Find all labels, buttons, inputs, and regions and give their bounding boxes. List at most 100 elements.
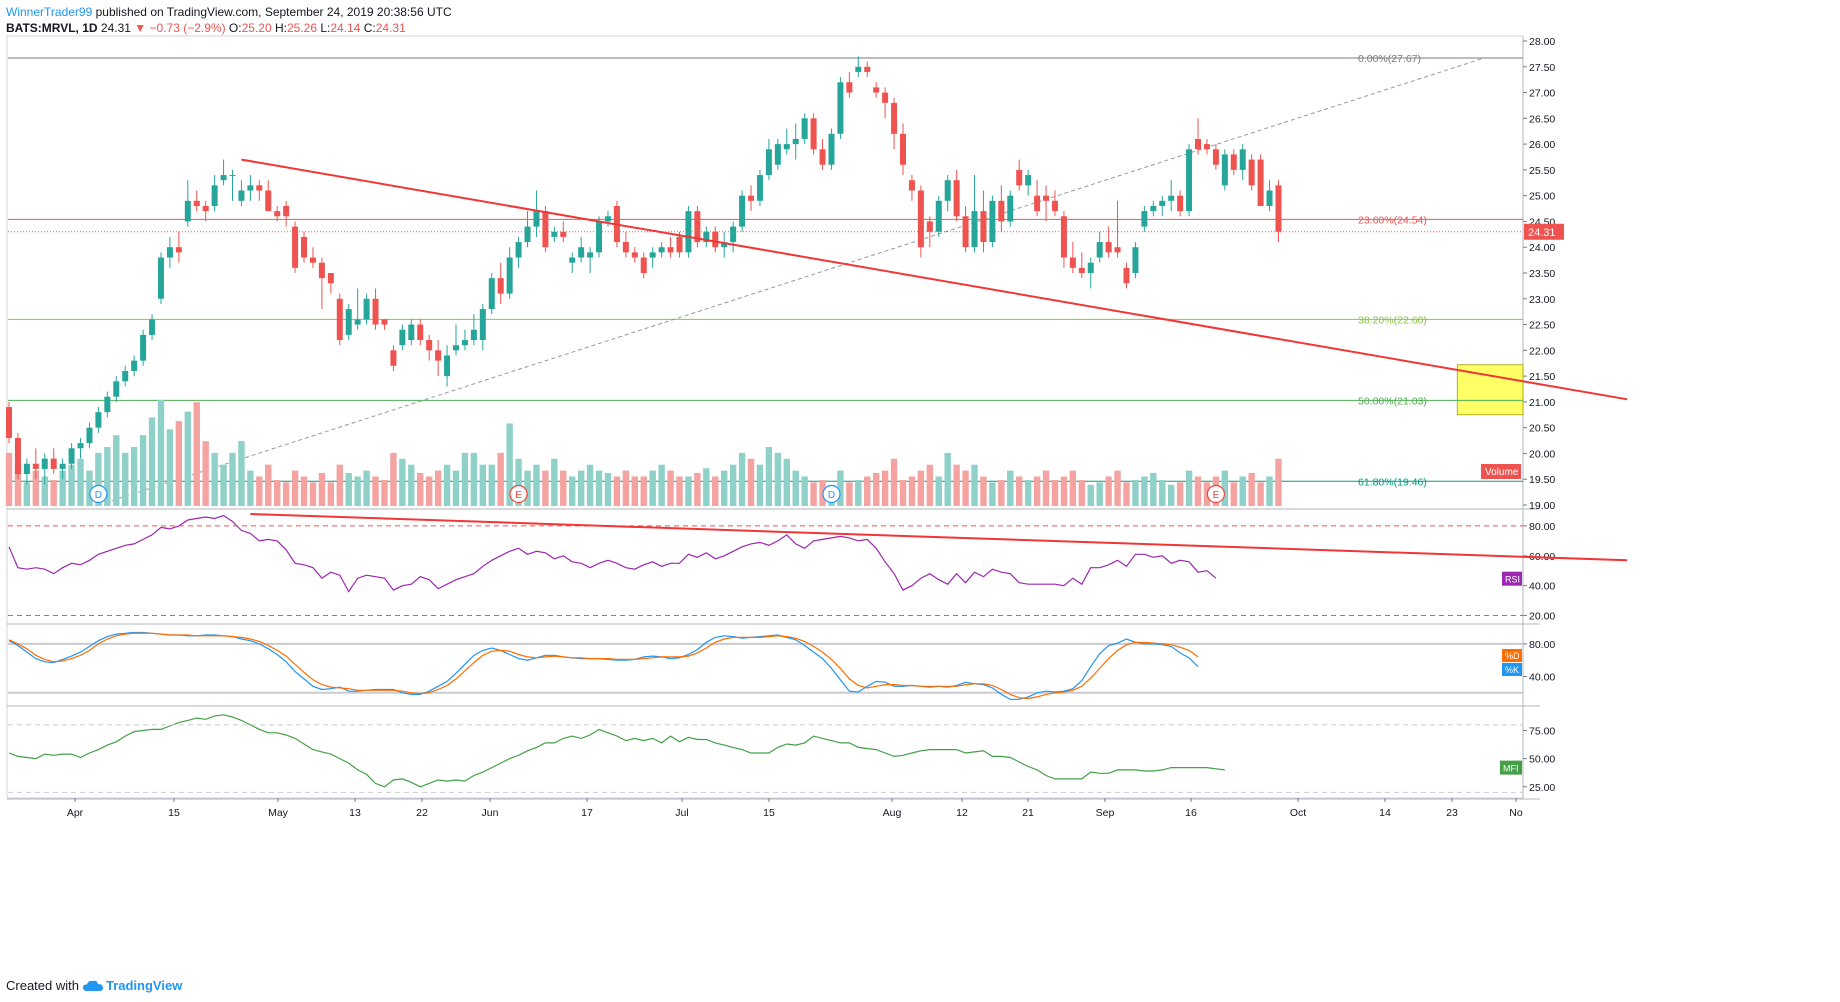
price-tick-label: 23.50	[1529, 268, 1555, 280]
price-tick-label: 23.00	[1529, 294, 1555, 306]
volume-bar	[345, 472, 352, 506]
time-tick-label: 16	[1185, 807, 1197, 819]
volume-bar	[211, 452, 218, 506]
volume-bar	[265, 464, 272, 506]
symbol-legend: BATS:MRVL, 1D 24.31 ▼ −0.73 (−2.9%) O:25…	[6, 20, 406, 36]
time-tick-label: 23	[1446, 807, 1458, 819]
candle-body	[86, 427, 93, 444]
candle-body	[819, 149, 826, 165]
volume-bar	[837, 470, 844, 506]
candle-body	[1257, 159, 1264, 206]
volume-bar	[774, 452, 782, 506]
price-change: −0.73 (−2.9%)	[149, 21, 226, 35]
candle-body	[649, 252, 656, 258]
stoch-d-tag-label: %D	[1505, 651, 1520, 661]
candle-body	[1034, 195, 1041, 212]
candle-body	[765, 149, 772, 176]
price-tick-label: 27.50	[1529, 62, 1555, 74]
candle-body	[703, 231, 710, 243]
candle-body	[68, 448, 75, 464]
candle-body	[220, 175, 227, 181]
volume-bar	[1060, 476, 1068, 506]
volume-bar	[1105, 476, 1112, 506]
time-tick-label: 21	[1022, 807, 1034, 819]
time-tick-label: Sep	[1096, 807, 1115, 819]
stoch-tick-label: 40.00	[1529, 671, 1555, 683]
candle-body	[944, 180, 951, 201]
volume-bar	[309, 482, 317, 506]
volume-bar	[1185, 470, 1193, 506]
time-tick-label: Oct	[1290, 807, 1306, 819]
price-tick-label: 22.00	[1529, 345, 1555, 357]
candle-body	[792, 138, 799, 145]
volume-bar	[220, 464, 227, 506]
author-name[interactable]: WinnerTrader99	[6, 5, 93, 19]
candle-body	[801, 118, 808, 139]
rsi-line-0	[8, 514, 1217, 593]
candle-body	[667, 247, 674, 253]
candle-body	[1159, 200, 1166, 206]
volume-bar	[533, 464, 540, 506]
candle-body	[157, 257, 164, 299]
fib-level-label: 23.60%(24.54)	[1358, 214, 1427, 226]
earnings-marker-icon	[1206, 484, 1226, 504]
volume-bar	[685, 476, 692, 506]
candle-body	[435, 350, 442, 361]
candle-body	[551, 231, 558, 237]
close-label: C:	[363, 21, 376, 35]
candle-body	[882, 92, 889, 103]
volume-bar	[443, 464, 451, 506]
volume-bar	[756, 464, 764, 506]
price-tick-label: 19.50	[1529, 474, 1555, 486]
volume-bar	[667, 470, 674, 506]
fib-diagonal-line	[98, 57, 1485, 506]
stoch-d-line	[8, 632, 1199, 700]
candle-body	[783, 144, 790, 150]
publish-info: WinnerTrader99 published on TradingView.…	[6, 4, 452, 20]
rsi-tag-label: RSI	[1505, 575, 1520, 585]
volume-bar	[247, 470, 254, 506]
volume-bar	[1069, 470, 1077, 506]
volume-bar	[640, 476, 647, 506]
volume-bar	[470, 452, 478, 506]
fib-level-label: 38.20%(22.60)	[1358, 314, 1427, 326]
volume-bar	[1141, 476, 1148, 506]
stoch-d-tag	[1502, 649, 1522, 662]
candle-body	[1087, 262, 1094, 273]
time-tick-label: Jul	[675, 807, 688, 819]
mfi-tag-label: MFI	[1503, 764, 1519, 774]
volume-bar	[864, 476, 871, 506]
time-tick-label: 14	[1379, 807, 1391, 819]
rsi-tick-label: 80.00	[1529, 521, 1555, 533]
volume-bar	[658, 464, 665, 506]
tradingview-logo[interactable]: TradingView	[82, 978, 182, 993]
volume-bar	[5, 452, 13, 506]
volume-bar	[104, 447, 111, 506]
candle-body	[479, 309, 486, 341]
candle-body	[676, 236, 683, 253]
time-tick-label: May	[268, 807, 289, 819]
open-label: O:	[228, 21, 242, 35]
price-tick-label: 20.00	[1529, 448, 1555, 460]
mfi-tick-label: 25.00	[1529, 782, 1555, 794]
volume-bar	[1132, 480, 1139, 506]
candle-body	[318, 262, 325, 279]
volume-bar	[1087, 484, 1094, 506]
volume-bar	[1042, 470, 1050, 506]
volume-bar	[175, 421, 183, 506]
volume-bar	[613, 476, 621, 506]
volume-bar	[363, 470, 370, 506]
tradingview-cloud-icon	[82, 980, 103, 991]
volume-bar	[631, 476, 638, 506]
volume-bar	[59, 470, 66, 506]
candle-body	[274, 211, 281, 217]
chart-canvas[interactable]: 28.0027.5027.0026.5026.0025.5025.0024.50…	[0, 0, 1840, 975]
price-tick-label: 21.00	[1529, 397, 1555, 409]
candle-body	[453, 345, 459, 351]
candle-body	[756, 175, 763, 201]
volume-bar	[738, 452, 746, 506]
candle-body	[202, 205, 209, 212]
chart-frame	[6, 35, 1524, 799]
candle-body	[1060, 216, 1067, 258]
symbol-label[interactable]: BATS:MRVL, 1D	[6, 21, 98, 35]
